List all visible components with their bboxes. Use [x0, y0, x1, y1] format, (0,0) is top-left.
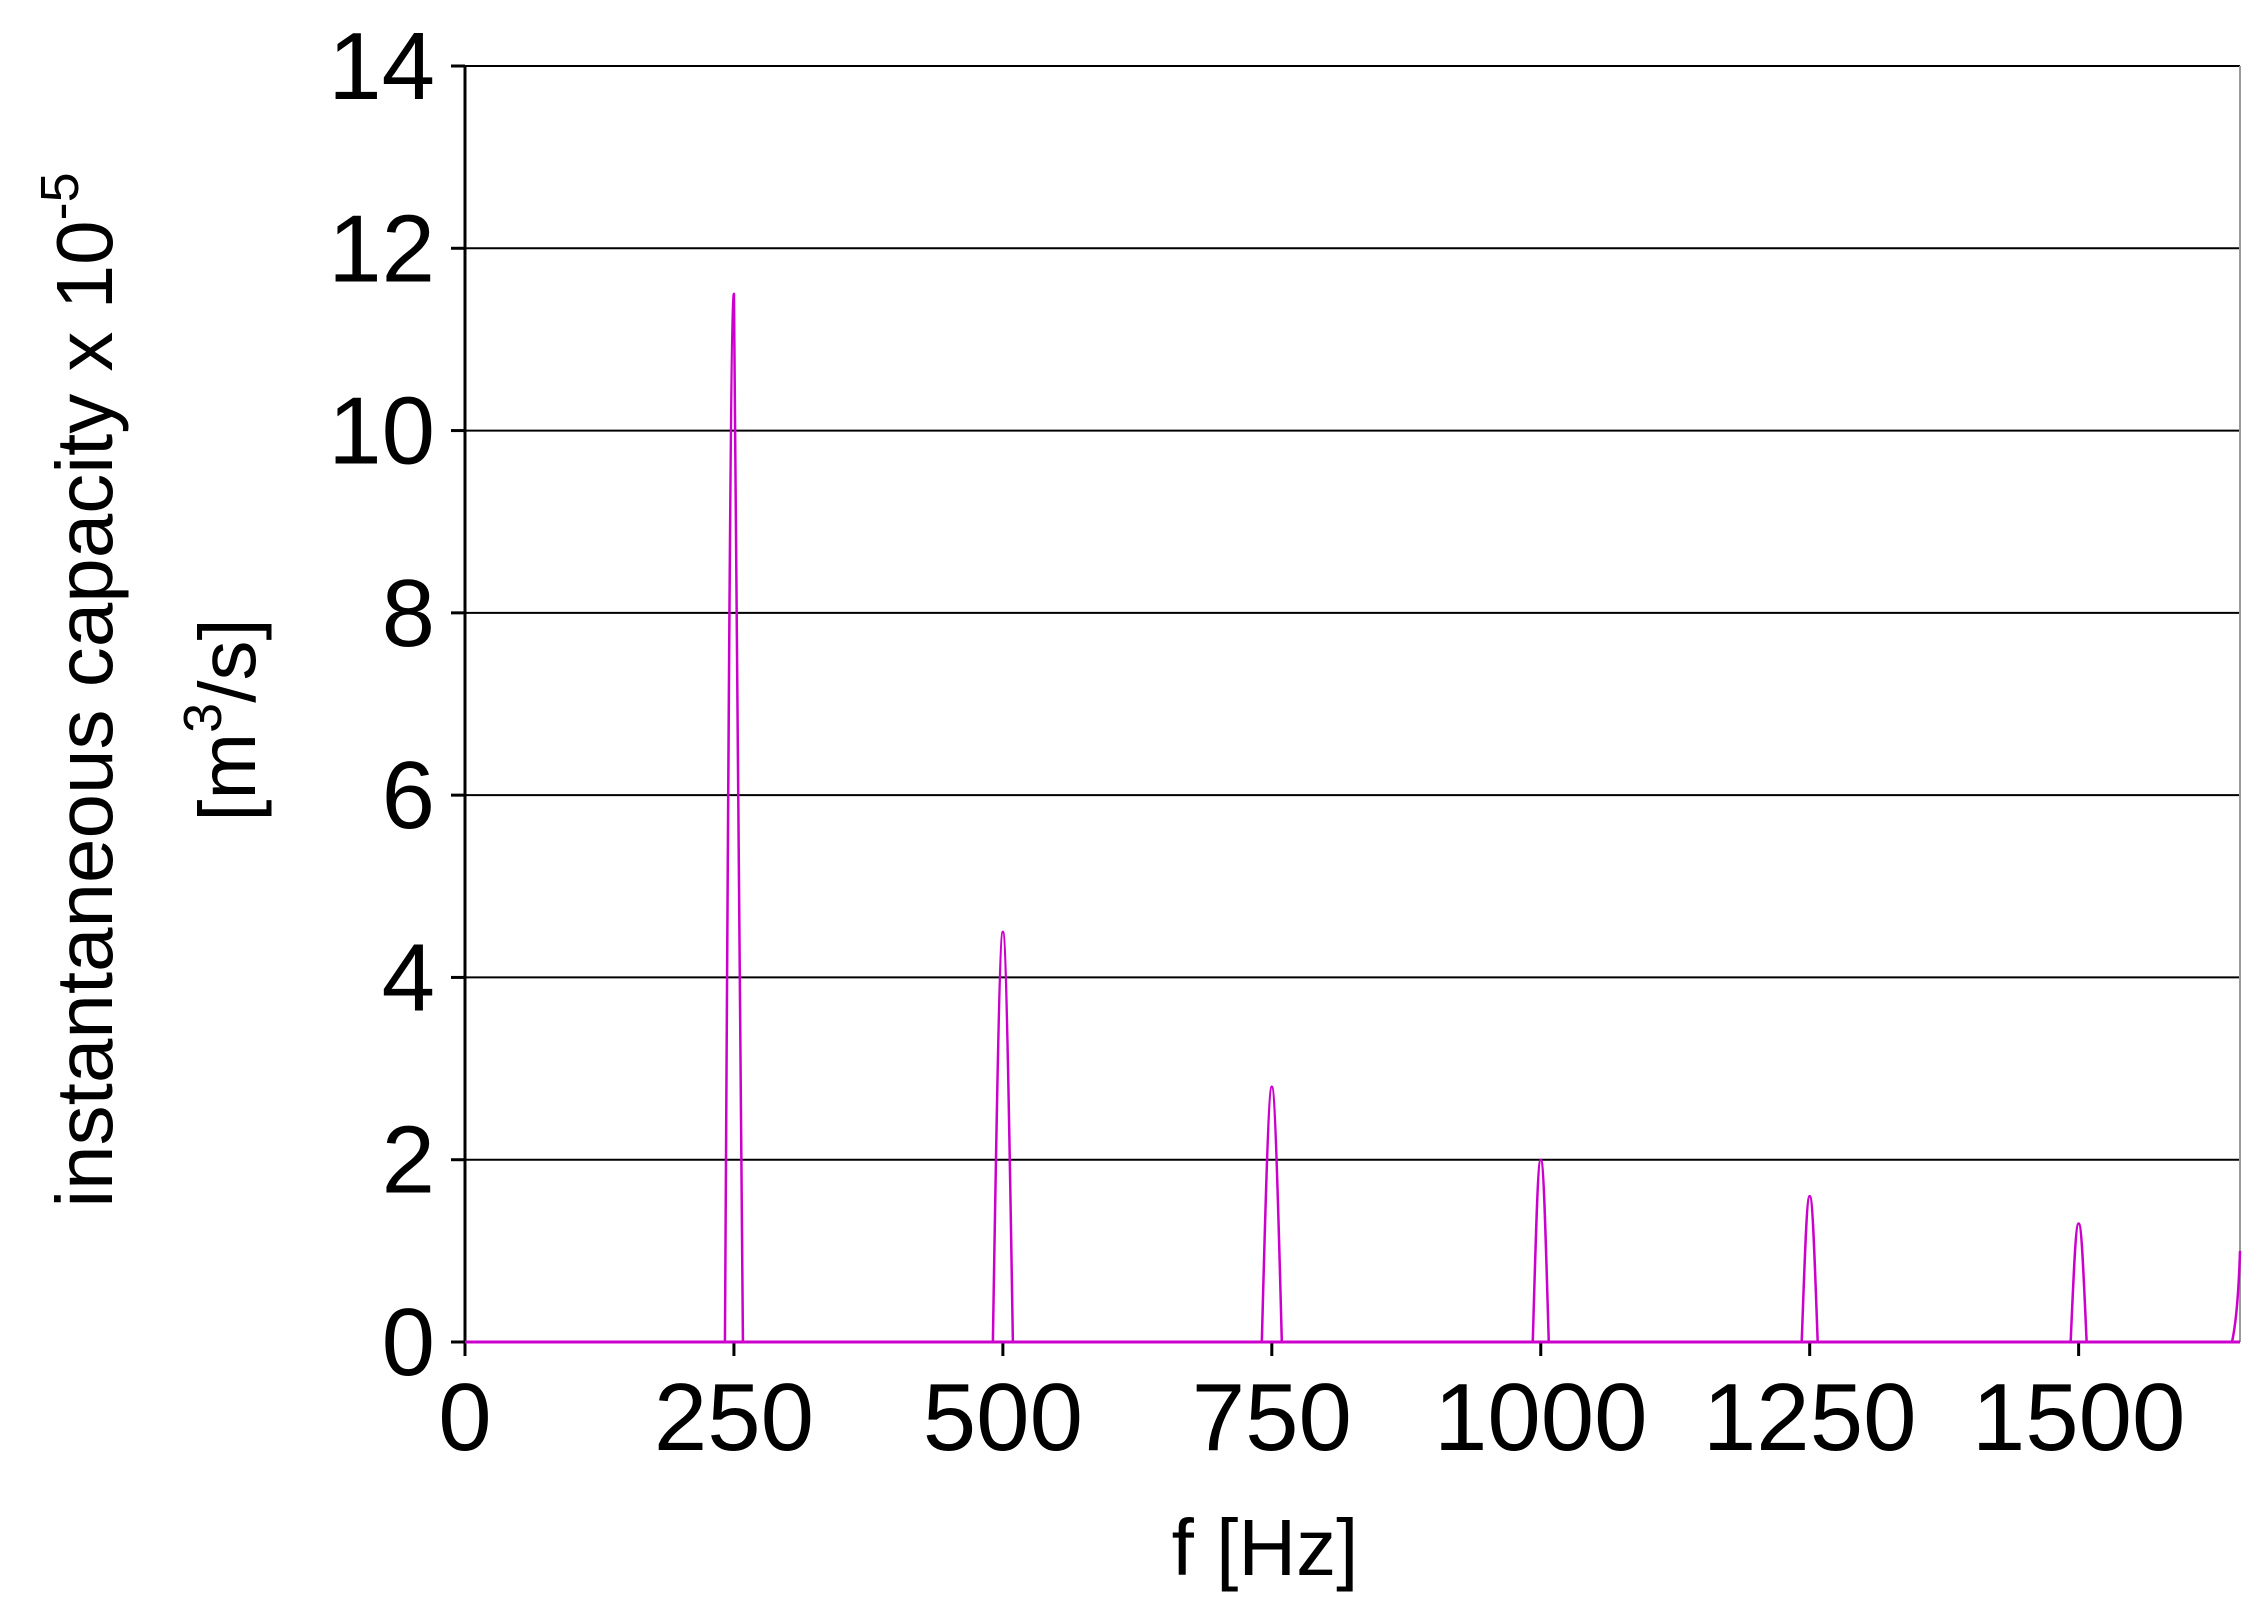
y-axis-label-line1-text: instantaneous capacity x 10 [40, 220, 129, 1207]
y-tick-label-14: 14 [328, 13, 435, 120]
y-axis-label: instantaneous capacity x 10-5 [m3/s] [30, 172, 272, 1207]
tick-labels: 0 2 4 6 8 10 12 14 0 250 500 750 1000 1250 1500 [328, 13, 2185, 1471]
x-tick-label-1000: 1000 [1434, 1364, 1648, 1471]
x-axis-label: f [Hz] [1172, 1503, 1359, 1592]
grid-lines [465, 65, 2240, 1161]
x-tick-label-1500: 1500 [1972, 1364, 2186, 1471]
y-tick-label-2: 2 [382, 1107, 435, 1214]
series-peak-250 [723, 292, 745, 1343]
y-tick-label-12: 12 [328, 195, 435, 302]
y-axis-label-line1: instantaneous capacity x 10-5 [30, 172, 129, 1207]
y-tick-label-4: 4 [382, 924, 435, 1031]
y-axis-label-line2: [m3/s] [173, 618, 272, 821]
x-tick-label-750: 750 [1192, 1364, 1352, 1471]
y-tick-label-6: 6 [382, 742, 435, 849]
y-tick-label-10: 10 [328, 378, 435, 485]
series-peak-750 [1260, 1085, 1284, 1343]
y-axis-label-line1-sup: -5 [30, 172, 90, 220]
series-peak-1650 [2230, 1250, 2242, 1343]
y-tick-label-8: 8 [382, 560, 435, 667]
series-peak-1250 [1800, 1194, 1819, 1343]
x-tick-label-250: 250 [654, 1364, 814, 1471]
series-0 [465, 292, 2242, 1344]
series-peak-500 [991, 930, 1015, 1343]
x-tick-label-1250: 1250 [1703, 1364, 1917, 1471]
y-axis-label-line2-prefix: [m [183, 733, 272, 822]
series-peak-1500 [2069, 1222, 2088, 1343]
x-tick-label-500: 500 [923, 1364, 1083, 1471]
series-area [465, 292, 2242, 1344]
y-tick-label-0: 0 [382, 1289, 435, 1396]
y-axis-label-line2-suffix: /s] [183, 618, 272, 702]
x-tick-label-0: 0 [438, 1364, 491, 1471]
y-axis-label-line2-sup: 3 [173, 703, 233, 733]
axes [451, 64, 2241, 1356]
series-peak-1000 [1531, 1158, 1551, 1343]
